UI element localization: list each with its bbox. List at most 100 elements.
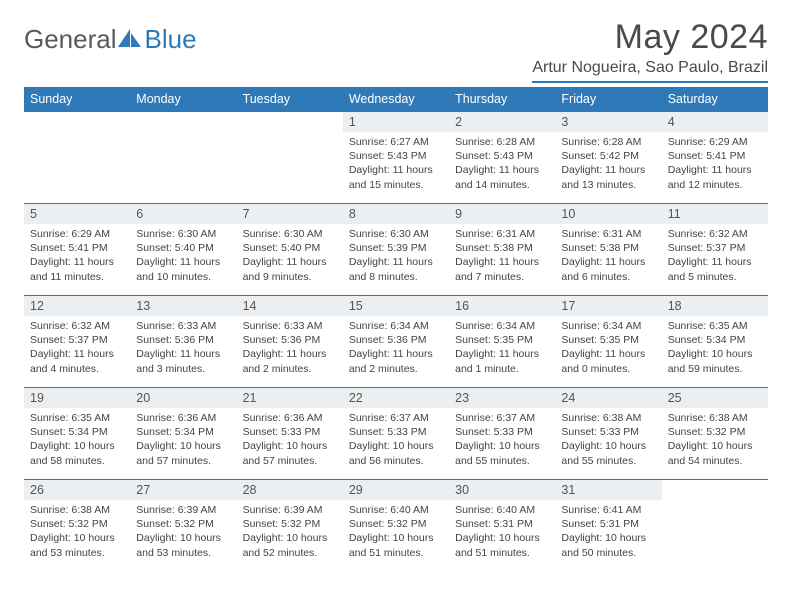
day-number: 30 <box>449 480 555 500</box>
calendar-day-cell: 23Sunrise: 6:37 AMSunset: 5:33 PMDayligh… <box>449 388 555 480</box>
day-details: Sunrise: 6:36 AMSunset: 5:33 PMDaylight:… <box>237 408 343 472</box>
day-details: Sunrise: 6:30 AMSunset: 5:40 PMDaylight:… <box>130 224 236 288</box>
calendar-week-row: 5Sunrise: 6:29 AMSunset: 5:41 PMDaylight… <box>24 204 768 296</box>
day-details: Sunrise: 6:39 AMSunset: 5:32 PMDaylight:… <box>237 500 343 564</box>
calendar-day-cell: 6Sunrise: 6:30 AMSunset: 5:40 PMDaylight… <box>130 204 236 296</box>
day-number: 8 <box>343 204 449 224</box>
location-subtitle: Artur Nogueira, Sao Paulo, Brazil <box>532 59 768 83</box>
day-details: Sunrise: 6:39 AMSunset: 5:32 PMDaylight:… <box>130 500 236 564</box>
day-number: 3 <box>555 112 661 132</box>
day-number: 9 <box>449 204 555 224</box>
weekday-header: Tuesday <box>237 87 343 112</box>
calendar-day-cell <box>24 112 130 204</box>
title-block: May 2024 Artur Nogueira, Sao Paulo, Braz… <box>532 18 768 83</box>
day-number: 28 <box>237 480 343 500</box>
calendar-day-cell: 19Sunrise: 6:35 AMSunset: 5:34 PMDayligh… <box>24 388 130 480</box>
day-details: Sunrise: 6:41 AMSunset: 5:31 PMDaylight:… <box>555 500 661 564</box>
day-details: Sunrise: 6:34 AMSunset: 5:36 PMDaylight:… <box>343 316 449 380</box>
calendar-day-cell: 28Sunrise: 6:39 AMSunset: 5:32 PMDayligh… <box>237 480 343 572</box>
day-number: 10 <box>555 204 661 224</box>
calendar-table: SundayMondayTuesdayWednesdayThursdayFrid… <box>24 87 768 572</box>
day-details: Sunrise: 6:32 AMSunset: 5:37 PMDaylight:… <box>662 224 768 288</box>
calendar-day-cell: 22Sunrise: 6:37 AMSunset: 5:33 PMDayligh… <box>343 388 449 480</box>
day-details: Sunrise: 6:28 AMSunset: 5:43 PMDaylight:… <box>449 132 555 196</box>
calendar-day-cell: 12Sunrise: 6:32 AMSunset: 5:37 PMDayligh… <box>24 296 130 388</box>
calendar-day-cell: 7Sunrise: 6:30 AMSunset: 5:40 PMDaylight… <box>237 204 343 296</box>
calendar-day-cell: 4Sunrise: 6:29 AMSunset: 5:41 PMDaylight… <box>662 112 768 204</box>
day-details: Sunrise: 6:37 AMSunset: 5:33 PMDaylight:… <box>449 408 555 472</box>
calendar-day-cell <box>130 112 236 204</box>
month-title: May 2024 <box>532 18 768 57</box>
day-number: 6 <box>130 204 236 224</box>
calendar-week-row: 12Sunrise: 6:32 AMSunset: 5:37 PMDayligh… <box>24 296 768 388</box>
calendar-day-cell: 18Sunrise: 6:35 AMSunset: 5:34 PMDayligh… <box>662 296 768 388</box>
calendar-day-cell: 27Sunrise: 6:39 AMSunset: 5:32 PMDayligh… <box>130 480 236 572</box>
day-details: Sunrise: 6:28 AMSunset: 5:42 PMDaylight:… <box>555 132 661 196</box>
day-details: Sunrise: 6:33 AMSunset: 5:36 PMDaylight:… <box>237 316 343 380</box>
calendar-week-row: 19Sunrise: 6:35 AMSunset: 5:34 PMDayligh… <box>24 388 768 480</box>
logo-text-general: General <box>24 24 117 55</box>
day-details: Sunrise: 6:34 AMSunset: 5:35 PMDaylight:… <box>555 316 661 380</box>
weekday-header: Thursday <box>449 87 555 112</box>
day-number: 17 <box>555 296 661 316</box>
day-number: 19 <box>24 388 130 408</box>
day-details: Sunrise: 6:35 AMSunset: 5:34 PMDaylight:… <box>24 408 130 472</box>
weekday-header: Friday <box>555 87 661 112</box>
day-details: Sunrise: 6:35 AMSunset: 5:34 PMDaylight:… <box>662 316 768 380</box>
day-number: 25 <box>662 388 768 408</box>
calendar-day-cell: 9Sunrise: 6:31 AMSunset: 5:38 PMDaylight… <box>449 204 555 296</box>
calendar-day-cell: 31Sunrise: 6:41 AMSunset: 5:31 PMDayligh… <box>555 480 661 572</box>
calendar-day-cell: 16Sunrise: 6:34 AMSunset: 5:35 PMDayligh… <box>449 296 555 388</box>
day-number: 23 <box>449 388 555 408</box>
calendar-day-cell <box>237 112 343 204</box>
day-details: Sunrise: 6:31 AMSunset: 5:38 PMDaylight:… <box>449 224 555 288</box>
weekday-header: Wednesday <box>343 87 449 112</box>
logo-sail-icon <box>117 28 143 55</box>
calendar-day-cell: 24Sunrise: 6:38 AMSunset: 5:33 PMDayligh… <box>555 388 661 480</box>
day-number: 13 <box>130 296 236 316</box>
day-details: Sunrise: 6:40 AMSunset: 5:31 PMDaylight:… <box>449 500 555 564</box>
day-number: 14 <box>237 296 343 316</box>
calendar-day-cell: 8Sunrise: 6:30 AMSunset: 5:39 PMDaylight… <box>343 204 449 296</box>
calendar-day-cell: 14Sunrise: 6:33 AMSunset: 5:36 PMDayligh… <box>237 296 343 388</box>
calendar-day-cell: 29Sunrise: 6:40 AMSunset: 5:32 PMDayligh… <box>343 480 449 572</box>
day-number: 20 <box>130 388 236 408</box>
calendar-day-cell: 17Sunrise: 6:34 AMSunset: 5:35 PMDayligh… <box>555 296 661 388</box>
day-details: Sunrise: 6:29 AMSunset: 5:41 PMDaylight:… <box>24 224 130 288</box>
day-details: Sunrise: 6:36 AMSunset: 5:34 PMDaylight:… <box>130 408 236 472</box>
day-details: Sunrise: 6:33 AMSunset: 5:36 PMDaylight:… <box>130 316 236 380</box>
calendar-day-cell: 30Sunrise: 6:40 AMSunset: 5:31 PMDayligh… <box>449 480 555 572</box>
day-details: Sunrise: 6:31 AMSunset: 5:38 PMDaylight:… <box>555 224 661 288</box>
day-number: 27 <box>130 480 236 500</box>
day-details: Sunrise: 6:32 AMSunset: 5:37 PMDaylight:… <box>24 316 130 380</box>
weekday-header: Saturday <box>662 87 768 112</box>
day-number: 22 <box>343 388 449 408</box>
day-number: 2 <box>449 112 555 132</box>
calendar-day-cell: 1Sunrise: 6:27 AMSunset: 5:43 PMDaylight… <box>343 112 449 204</box>
day-details: Sunrise: 6:30 AMSunset: 5:39 PMDaylight:… <box>343 224 449 288</box>
day-details: Sunrise: 6:29 AMSunset: 5:41 PMDaylight:… <box>662 132 768 196</box>
day-number: 5 <box>24 204 130 224</box>
day-details: Sunrise: 6:37 AMSunset: 5:33 PMDaylight:… <box>343 408 449 472</box>
day-number: 21 <box>237 388 343 408</box>
day-details: Sunrise: 6:38 AMSunset: 5:33 PMDaylight:… <box>555 408 661 472</box>
day-details: Sunrise: 6:40 AMSunset: 5:32 PMDaylight:… <box>343 500 449 564</box>
day-number: 29 <box>343 480 449 500</box>
calendar-week-row: 26Sunrise: 6:38 AMSunset: 5:32 PMDayligh… <box>24 480 768 572</box>
calendar-day-cell: 11Sunrise: 6:32 AMSunset: 5:37 PMDayligh… <box>662 204 768 296</box>
day-number: 18 <box>662 296 768 316</box>
day-details: Sunrise: 6:30 AMSunset: 5:40 PMDaylight:… <box>237 224 343 288</box>
calendar-day-cell: 26Sunrise: 6:38 AMSunset: 5:32 PMDayligh… <box>24 480 130 572</box>
day-number: 1 <box>343 112 449 132</box>
calendar-day-cell <box>662 480 768 572</box>
calendar-day-cell: 5Sunrise: 6:29 AMSunset: 5:41 PMDaylight… <box>24 204 130 296</box>
day-number: 4 <box>662 112 768 132</box>
weekday-header: Monday <box>130 87 236 112</box>
day-details: Sunrise: 6:38 AMSunset: 5:32 PMDaylight:… <box>662 408 768 472</box>
calendar-week-row: 1Sunrise: 6:27 AMSunset: 5:43 PMDaylight… <box>24 112 768 204</box>
calendar-day-cell: 15Sunrise: 6:34 AMSunset: 5:36 PMDayligh… <box>343 296 449 388</box>
header: General Blue May 2024 Artur Nogueira, Sa… <box>24 18 768 83</box>
calendar-day-cell: 13Sunrise: 6:33 AMSunset: 5:36 PMDayligh… <box>130 296 236 388</box>
calendar-day-cell: 21Sunrise: 6:36 AMSunset: 5:33 PMDayligh… <box>237 388 343 480</box>
day-number: 11 <box>662 204 768 224</box>
